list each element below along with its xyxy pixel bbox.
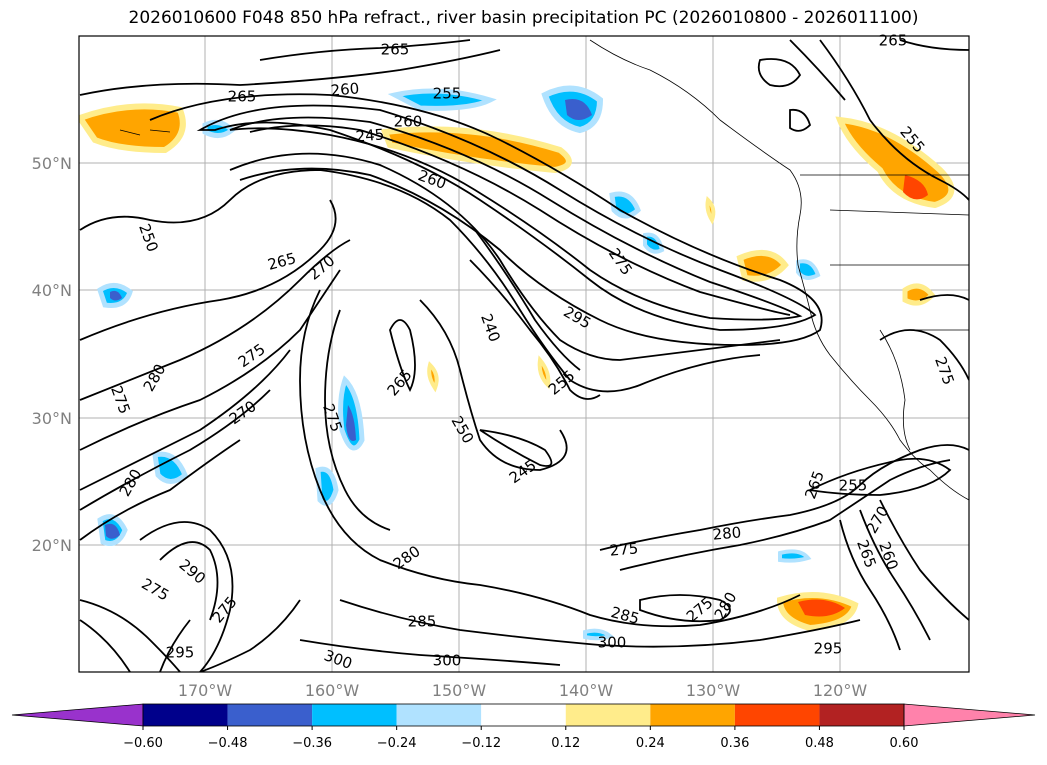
lon-label: 170°W	[178, 681, 233, 700]
lat-label: 40°N	[32, 281, 72, 300]
contour-label: 265	[381, 41, 410, 59]
contour-label: 280	[712, 523, 742, 543]
contour-label: 275	[107, 383, 134, 416]
contour-label: 245	[355, 125, 385, 145]
contour-label: 275	[138, 575, 172, 605]
contour-label: 300	[433, 652, 462, 670]
contour-label: 260	[416, 166, 449, 193]
positive-anomaly	[537, 355, 551, 390]
colorbar-extend-high	[903, 703, 1036, 727]
contour-label: 245	[506, 456, 540, 487]
contour-label: 275	[931, 354, 958, 387]
lon-label: 160°W	[305, 681, 360, 700]
contour-label: 295	[166, 644, 195, 662]
colorbar-tick-label: 0.24	[636, 736, 665, 751]
contour-label: 265	[801, 468, 828, 501]
positive-anomaly	[902, 283, 936, 306]
contour-label: 285	[609, 603, 641, 628]
lon-label: 130°W	[686, 681, 741, 700]
positive-anomaly	[835, 116, 955, 209]
strong-negative-anomaly	[565, 99, 592, 120]
positive-anomaly	[380, 126, 572, 174]
negative-anomaly	[778, 549, 812, 563]
colorbar: −0.60 −0.48 −0.36 −0.24 −0.12 0.12 0.24 0.36 0.4…	[11, 703, 1036, 751]
contour-label: 260	[330, 79, 360, 99]
colorbar-tick-label: 0.12	[551, 736, 580, 751]
strong-positive-anomaly	[798, 599, 845, 617]
colorbar-tick-label: −0.48	[208, 736, 248, 751]
negative-anomaly	[387, 88, 497, 111]
contour-label: 255	[839, 477, 868, 495]
contour-label: 265	[853, 537, 880, 570]
colorbar-bin	[143, 704, 228, 726]
colorbar-tick-label: −0.60	[123, 736, 163, 751]
contour-label: 265	[228, 88, 257, 106]
contour-label: 290	[176, 556, 210, 588]
colorbar-frame	[142, 703, 905, 727]
contour-label: 280	[390, 542, 424, 573]
colorbar-bin	[312, 704, 397, 726]
longitude-labels: 170°W 160°W 150°W 140°W 130°W 120°W	[178, 681, 868, 700]
precip-shading	[79, 85, 955, 641]
colorbar-tick-label: −0.12	[461, 736, 501, 751]
colorbar-bin	[650, 704, 735, 726]
refractivity-contours	[79, 39, 969, 672]
contour-label: 250	[135, 221, 162, 254]
negative-anomaly	[583, 628, 615, 641]
map-frame	[78, 35, 970, 673]
contour-label: 285	[408, 613, 437, 631]
contour-label: 275	[235, 340, 269, 371]
positive-anomaly	[736, 249, 789, 282]
lat-label: 30°N	[32, 409, 72, 428]
contour-label: 265	[879, 32, 908, 50]
negative-anomaly	[152, 451, 188, 484]
contour-label: 295	[814, 640, 843, 658]
colorbar-bin	[396, 704, 482, 726]
strong-positive-anomaly	[903, 175, 928, 200]
map-title: 2026010600 F048 850 hPa refract., river …	[128, 8, 919, 28]
contour-label: 275	[605, 245, 636, 279]
contour-label: 265	[384, 366, 416, 400]
contour-label: 255	[433, 85, 462, 103]
contour-label: 240	[477, 311, 504, 344]
colorbar-extend-low	[11, 703, 144, 727]
lon-label: 120°W	[813, 681, 868, 700]
map-plot-area	[79, 36, 969, 672]
colorbar-tick-label: −0.36	[292, 736, 332, 751]
contour-label: 265	[266, 249, 298, 274]
positive-anomaly	[705, 195, 716, 225]
strong-negative-anomaly	[346, 405, 356, 441]
contour-label: 300	[322, 646, 355, 673]
contour-label: 270	[863, 503, 893, 537]
contour-label: 275	[609, 539, 639, 559]
colorbar-bin	[819, 704, 904, 726]
colorbar-tick-label: 0.48	[805, 736, 834, 751]
contour-label: 260	[394, 113, 423, 131]
negative-anomaly	[315, 466, 339, 506]
strong-negative-anomaly	[105, 523, 120, 539]
colorbar-bin	[227, 704, 313, 726]
colorbar-tick-label: −0.24	[377, 736, 417, 751]
latitude-labels: 50°N 40°N 30°N 20°N	[32, 154, 72, 555]
contour-label: 300	[598, 634, 627, 652]
strong-negative-anomaly	[110, 290, 122, 301]
negative-anomaly	[609, 191, 641, 219]
colorbar-bin	[734, 704, 820, 726]
colorbar-bin	[481, 704, 566, 726]
positive-anomaly	[427, 361, 439, 393]
lon-label: 150°W	[432, 681, 487, 700]
colorbar-bin	[565, 704, 651, 726]
lat-label: 50°N	[32, 154, 72, 173]
colorbar-tick-label: 0.60	[890, 736, 919, 751]
negative-anomaly	[643, 232, 665, 254]
coastlines	[119, 39, 969, 501]
lat-label: 20°N	[32, 536, 72, 555]
contour-label: 260	[875, 539, 902, 572]
contour-label: 275	[209, 593, 241, 627]
contour-label: 295	[560, 303, 594, 333]
colorbar-tick-label: 0.36	[720, 736, 749, 751]
lon-label: 140°W	[559, 681, 614, 700]
